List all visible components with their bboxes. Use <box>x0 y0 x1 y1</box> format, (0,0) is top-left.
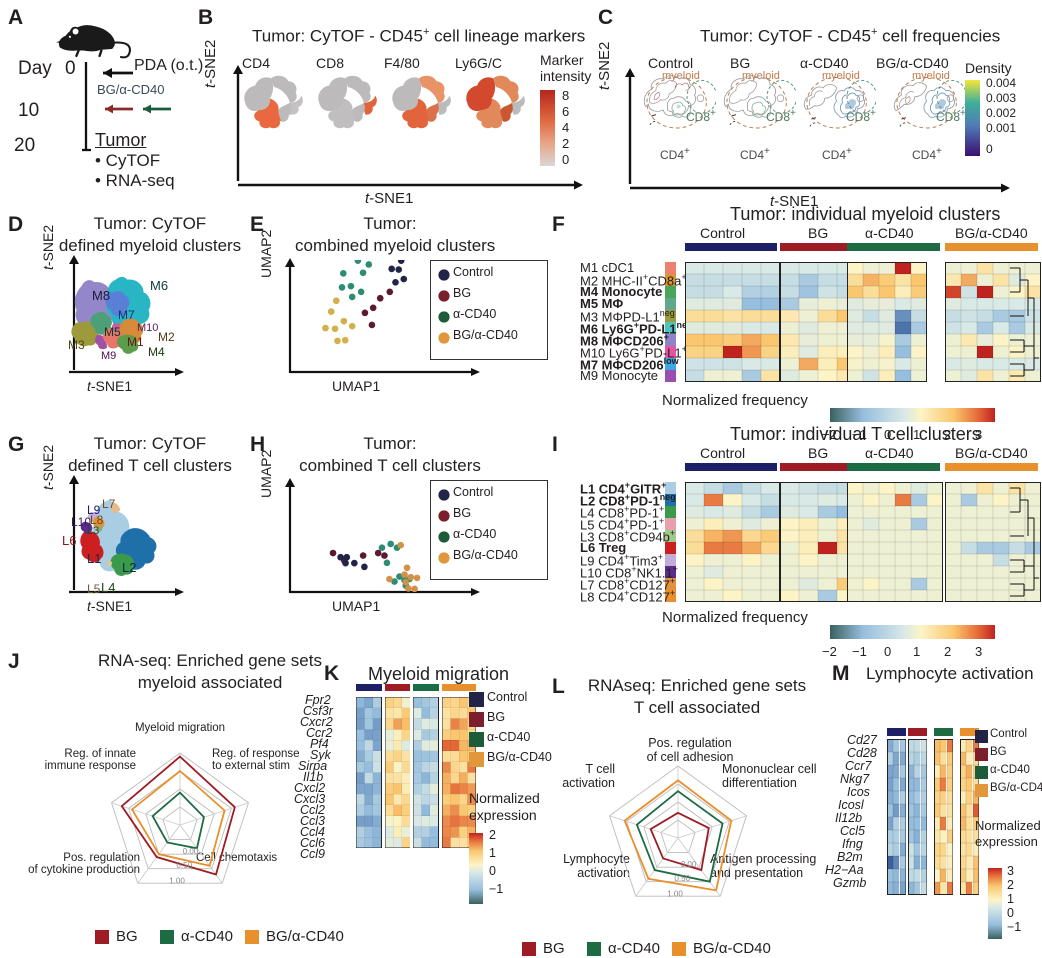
svg-text:1.00: 1.00 <box>169 877 185 886</box>
svg-text:0.00: 0.00 <box>183 847 199 856</box>
svg-text:0.50: 0.50 <box>176 861 192 870</box>
svg-text:1.00: 1.00 <box>667 890 683 899</box>
svg-text:0.50: 0.50 <box>674 874 690 883</box>
svg-text:0.00: 0.00 <box>681 860 697 869</box>
